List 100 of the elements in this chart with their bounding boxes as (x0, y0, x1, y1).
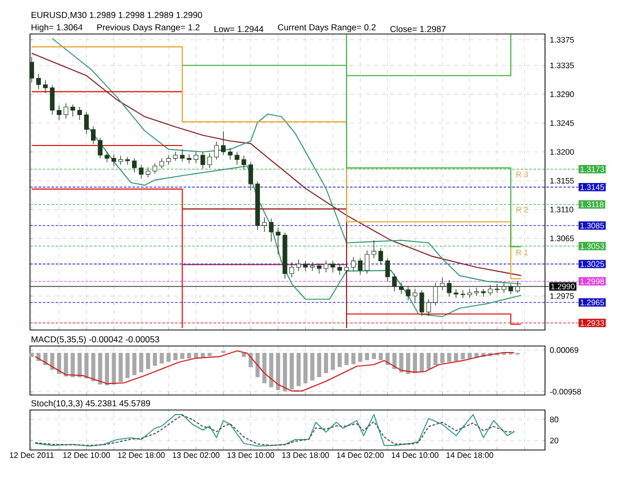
candlestick (138, 164, 144, 180)
candlestick (351, 256, 356, 272)
text: Close= 1.2987 (390, 26, 446, 32)
x-tick-label: 13 Dec 18:00 (282, 452, 329, 458)
candlestick (50, 84, 55, 116)
text: Low= 1.2944 (214, 26, 264, 32)
candlestick (152, 163, 158, 174)
candlestick (214, 141, 219, 160)
y-tick-label: 1.3155 (550, 178, 574, 184)
candlestick (502, 282, 506, 294)
ref-line-label: 1.3118 (580, 202, 604, 208)
candlestick (29, 56, 34, 84)
text: High= 1.3064 (32, 24, 82, 32)
annotation: R 1 (516, 250, 528, 256)
candlestick (330, 260, 336, 273)
candlestick (234, 152, 240, 166)
candlestick (248, 162, 254, 191)
candlestick (43, 80, 48, 94)
candlestick (200, 152, 206, 169)
x-tick-label: 14 Dec 18:00 (446, 452, 494, 458)
candlestick (406, 286, 410, 301)
candlestick (454, 288, 458, 298)
candlestick (289, 262, 294, 278)
candlestick (146, 166, 150, 178)
candlestick (221, 131, 226, 156)
candlestick (84, 112, 89, 134)
ref-line-label: 1.3025 (580, 261, 604, 267)
x-tick-label: 13 Dec 02:00 (172, 452, 220, 458)
y-tick-label: 1.3335 (550, 62, 574, 68)
candlestick (262, 216, 267, 232)
ref-line-label: 1.2998 (580, 278, 604, 284)
candlestick (433, 282, 438, 306)
candlestick (276, 227, 280, 255)
candlestick (228, 148, 233, 160)
candlestick (132, 158, 137, 173)
ref-line-label: 1.3085 (580, 222, 604, 228)
candlestick (303, 260, 308, 272)
ref-line-label: 1.2990 (551, 284, 575, 290)
candlestick (77, 106, 82, 120)
ref-line-label: 1.3173 (580, 166, 604, 172)
y-tick-label: 80 (550, 416, 558, 422)
candlestick (98, 137, 102, 159)
candlestick (398, 282, 404, 294)
ref-line-label: 1.3145 (580, 184, 604, 190)
candlestick (166, 154, 171, 166)
candlestick (358, 258, 363, 276)
y-tick-label: 1.3290 (550, 91, 574, 98)
y-tick-label: 20 (550, 438, 558, 444)
candlestick (474, 287, 479, 296)
x-tick-label: 13 Dec 10:00 (228, 452, 274, 458)
candlestick (56, 105, 62, 120)
ref-line-label: 1.2965 (580, 300, 604, 306)
candlestick (64, 102, 68, 119)
candlestick (419, 290, 424, 316)
candlestick (378, 248, 384, 265)
x-tick-label: 14 Dec 02:00 (337, 452, 384, 458)
chart-title: MACD(5,35,5) -0.00042 -0.00053 (32, 336, 160, 344)
chart-title: EURUSD,M30 1.2989 1.2998 1.2989 1.2990 (32, 12, 202, 20)
candlestick (36, 73, 41, 90)
candlestick (207, 152, 212, 168)
candlestick (242, 155, 246, 170)
candlestick (364, 250, 370, 274)
annotation: R 2 (516, 206, 528, 212)
candlestick (125, 156, 130, 166)
line-series (34, 350, 515, 392)
x-tick-label: 12 Dec 18:00 (118, 452, 165, 458)
y-tick-label: 1.3375 (550, 36, 574, 43)
candlestick (316, 263, 322, 274)
y-tick-label: 0.00069 (550, 347, 578, 353)
candlestick (426, 298, 431, 316)
candlestick (159, 158, 164, 169)
candlestick (337, 264, 342, 276)
text: Current Days Range= 0.2 (278, 24, 376, 32)
candlestick (412, 288, 418, 302)
candlestick (268, 218, 274, 242)
candlestick (112, 154, 116, 166)
ref-line-label: 1.2933 (580, 320, 604, 326)
candlestick (90, 126, 96, 145)
annotation: R 3 (516, 171, 528, 178)
candlestick (515, 280, 520, 294)
candlestick (173, 152, 178, 162)
y-tick-label: -0.00958 (550, 388, 581, 395)
x-tick-label: 12 Dec 2011 (10, 452, 54, 458)
x-tick-label: 14 Dec 10:00 (392, 452, 438, 458)
candlestick (488, 284, 493, 296)
candlestick (385, 258, 390, 282)
text: Previous Days Range= 1.2 (97, 24, 200, 32)
x-tick-label: 12 Dec 10:00 (63, 452, 110, 458)
candlestick (324, 260, 328, 273)
y-tick-label: 1.3200 (550, 149, 574, 155)
candlestick (392, 273, 397, 292)
chart-title: Stoch(10,3,3) 45.2381 45.5789 (31, 400, 150, 408)
candlestick (446, 280, 452, 298)
ref-line-label: 1.3053 (580, 243, 604, 249)
candlestick (508, 284, 514, 294)
candlestick (296, 259, 301, 272)
y-tick-label: 1.3065 (550, 236, 574, 242)
candlestick (344, 262, 349, 274)
y-tick-label: 1.3245 (550, 120, 574, 126)
y-tick-label: 1.2975 (550, 293, 574, 299)
